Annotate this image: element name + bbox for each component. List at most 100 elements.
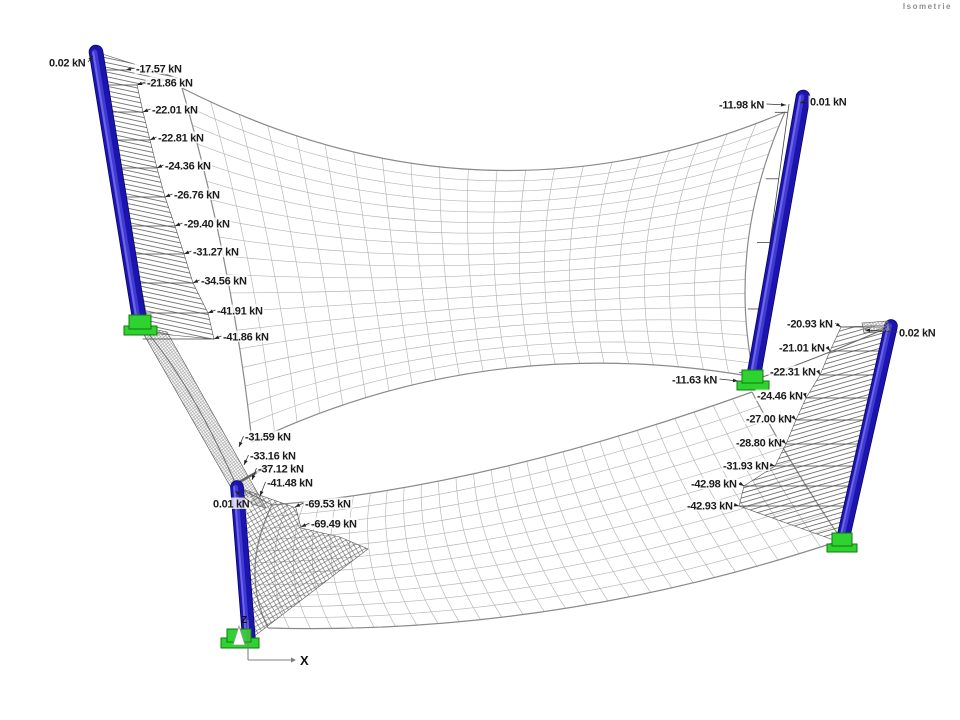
force-label-right-mast: 0.02 kN	[899, 328, 936, 340]
label-backdrop	[182, 217, 232, 229]
force-label-right-mast: -28.80 kN	[736, 438, 782, 450]
label-backdrop	[685, 499, 735, 511]
force-label-left-mast: 0.02 kN	[49, 58, 86, 70]
z-axis-arrow	[232, 624, 246, 646]
mast-right[interactable]	[835, 319, 898, 550]
force-label-right-mast: -24.46 kN	[757, 391, 803, 403]
force-label-left-mast: -22.01 kN	[152, 105, 198, 117]
support-top-left	[123, 314, 158, 336]
force-label-upper-right-mast: 0.01 kN	[810, 97, 847, 109]
label-backdrop	[808, 95, 848, 107]
leader-arrowhead	[733, 503, 739, 507]
label-backdrop	[777, 341, 827, 353]
force-label-lower-left-mast: -69.53 kN	[305, 499, 351, 511]
leader-arrowhead	[137, 81, 143, 86]
force-label-right-mast: -42.93 kN	[687, 501, 733, 513]
label-backdrop	[134, 62, 184, 74]
force-label-left-mast: -21.86 kN	[147, 78, 193, 90]
force-labels: 0.02 kN -17.57 kN -21.86 kN -22.01 kN -22.81…	[47, 55, 937, 531]
leader-arrowhead	[150, 136, 156, 140]
label-backdrop	[191, 245, 241, 257]
leader-arrowhead	[738, 481, 744, 486]
mast-bottom-left[interactable]	[230, 480, 256, 647]
label-backdrop	[215, 304, 265, 316]
force-label-lower-left-mast: -31.59 kN	[245, 432, 291, 444]
leader-arrowhead	[184, 250, 190, 254]
force-label-right-mast: -22.31 kN	[770, 367, 816, 379]
leader-arrowhead	[835, 322, 841, 327]
x-axis-arrow	[291, 657, 296, 663]
label-backdrop	[721, 459, 771, 471]
label-backdrop	[221, 330, 271, 342]
mast-top-right[interactable]	[745, 89, 811, 388]
force-label-left-mast: -29.40 kN	[184, 219, 230, 231]
force-label-left-mast: -41.86 kN	[223, 332, 269, 344]
label-backdrop	[785, 317, 835, 329]
force-label-left-mast: -26.76 kN	[174, 190, 220, 202]
leader-arrowhead	[126, 67, 132, 71]
force-label-upper-right-mast: -11.63 kN	[672, 375, 717, 387]
force-label-left-mast: -17.57 kN	[136, 64, 182, 76]
leader-arrowhead	[732, 378, 738, 383]
force-label-right-mast: -31.93 kN	[723, 461, 769, 473]
force-label-left-mast: -22.81 kN	[158, 133, 204, 145]
leader-arrowhead	[800, 100, 806, 104]
leader-arrowhead	[157, 164, 163, 168]
label-backdrop	[717, 98, 766, 110]
support-bottom-left	[220, 624, 260, 649]
membrane-upper[interactable]	[181, 87, 786, 443]
mast-top-left[interactable]	[88, 44, 148, 331]
label-backdrop	[211, 497, 251, 509]
leader-arrowhead	[193, 279, 199, 283]
leader-arrowhead	[780, 102, 786, 107]
support-right	[826, 532, 858, 553]
force-label-upper-right-mast: -11.98 kN	[719, 100, 764, 112]
force-label-lower-left-mast: -37.12 kN	[258, 464, 304, 476]
leader-arrowhead	[88, 56, 93, 61]
leader-arrowhead	[301, 523, 307, 527]
label-backdrop	[256, 462, 306, 474]
label-backdrop	[303, 497, 353, 509]
label-backdrop	[243, 430, 293, 442]
leader-arrowhead	[214, 335, 220, 339]
leader-arrowhead	[208, 309, 214, 313]
leader-arrowhead	[781, 439, 786, 444]
label-backdrop	[670, 373, 719, 385]
label-backdrop	[744, 412, 794, 424]
force-label-left-mast: -31.27 kN	[193, 247, 239, 259]
axis-system: XZ	[241, 615, 309, 668]
leader-arrowhead	[802, 392, 807, 398]
x-axis-label: X	[300, 653, 309, 668]
force-label-lower-left-mast: -41.48 kN	[267, 478, 313, 490]
leader-arrowhead	[865, 328, 871, 333]
leader-arrowhead	[260, 490, 264, 496]
force-label-right-mast: -42.98 kN	[691, 479, 737, 491]
label-backdrop	[265, 476, 315, 488]
label-backdrop	[163, 159, 213, 171]
label-backdrop	[156, 131, 206, 143]
force-label-lower-left-mast: -33.16 kN	[250, 451, 296, 463]
label-backdrop	[199, 274, 249, 286]
leader-arrowhead	[244, 459, 248, 465]
leader-arrowhead	[175, 222, 181, 226]
leader-arrowhead	[239, 441, 243, 447]
label-backdrop	[755, 389, 805, 401]
label-backdrop	[172, 188, 222, 200]
force-label-left-mast: -24.36 kN	[165, 161, 211, 173]
force-label-lower-left-mast: -69.49 kN	[311, 519, 357, 531]
label-backdrop	[248, 449, 298, 461]
force-label-left-mast: -34.56 kN	[201, 276, 247, 288]
label-backdrop	[145, 76, 195, 88]
leader-arrowhead	[252, 474, 256, 480]
label-backdrop	[734, 436, 784, 448]
label-backdrop	[309, 517, 359, 529]
support-top-right	[736, 369, 770, 391]
leader-arrowhead	[235, 491, 241, 496]
force-label-right-mast: -21.01 kN	[779, 343, 825, 355]
leader-arrowhead	[143, 108, 149, 112]
label-backdrop	[47, 56, 87, 68]
leader-arrowhead	[769, 463, 775, 467]
force-diagram-left-mast	[95, 51, 215, 340]
